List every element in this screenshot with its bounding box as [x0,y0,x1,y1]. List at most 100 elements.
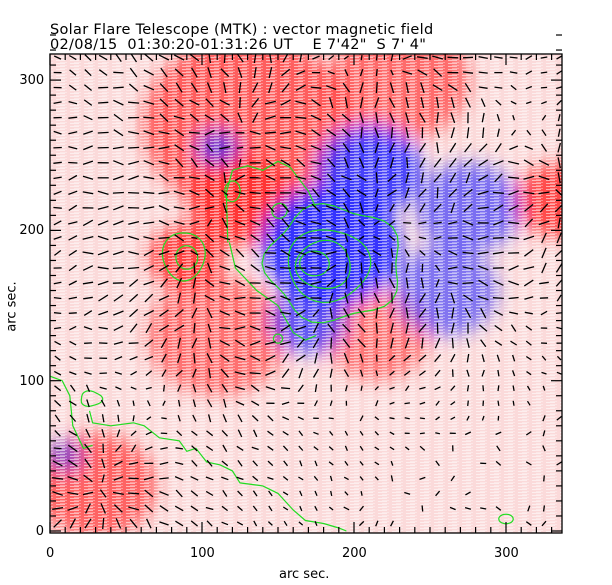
field-vector [158,146,170,150]
field-vector [206,430,214,437]
field-vector [295,309,306,317]
field-vector [102,517,105,530]
field-vector [237,67,243,79]
field-vector [83,130,93,135]
field-vector [360,277,364,289]
field-vector [235,400,245,406]
field-vector [174,129,185,137]
field-vector [144,504,154,513]
field-vector [190,520,199,527]
field-vector [252,505,258,512]
field-vector [234,371,246,376]
field-vector [70,40,76,45]
field-contour [287,229,372,303]
field-vector [52,477,64,480]
field-vector [68,131,78,135]
field-vector [189,144,200,151]
field-vector [542,415,546,422]
field-vector [463,158,473,167]
field-vector [433,203,442,213]
field-vector [463,294,473,302]
field-vector [145,322,153,334]
field-vector [404,491,411,495]
field-vector [325,85,337,91]
field-vector [525,325,533,331]
field-vector [375,520,379,527]
field-vector [161,369,167,377]
field-vector [314,384,318,393]
field-vector [508,160,520,165]
field-vector [280,311,292,315]
field-vector [313,322,319,334]
field-vector [389,386,395,390]
field-vector [555,279,562,287]
field-vector [268,505,273,512]
field-vector [403,354,412,362]
field-vector [266,218,275,228]
field-contour [175,245,199,270]
field-vector [219,146,231,150]
field-vector [146,400,151,407]
field-vector [464,307,472,319]
field-vector [219,99,231,106]
field-vector [54,430,61,437]
field-vector [205,188,215,197]
field-vector [523,175,535,180]
field-vector [482,385,485,392]
field-vector [493,160,504,166]
field-vector [493,220,504,226]
field-vector [158,205,170,211]
field-vector [374,476,379,481]
field-vector [205,248,214,258]
field-vector [97,280,109,286]
field-vector [113,504,123,513]
field-vector [265,386,276,391]
field-vector [374,157,380,169]
field-vector [436,112,439,124]
field-vector [69,371,77,376]
field-vector [418,40,427,45]
field-vector [389,446,395,451]
field-vector [234,220,246,226]
field-vector [234,356,246,361]
field-vector [404,385,410,392]
field-vector [280,99,291,106]
field-vector [389,307,395,319]
field-vector [523,159,534,167]
field-vector [221,429,228,437]
field-vector [223,82,227,94]
field-vector [158,324,170,332]
field-contour [271,202,288,219]
field-vector [249,372,261,375]
field-vector [540,56,548,59]
field-contour [294,239,351,290]
field-vector [190,82,198,93]
field-vector [100,503,106,514]
field-vector [67,459,78,467]
field-vector [68,116,78,119]
field-vector [101,474,105,483]
field-vector [541,100,547,105]
field-vector [419,432,425,435]
field-vector [68,249,78,257]
field-vector [68,190,78,196]
field-vector [481,354,485,363]
field-vector [82,265,94,271]
field-vector [492,237,504,239]
field-vector [97,250,109,256]
field-vector [205,233,215,243]
field-vector [512,385,515,392]
field-vector [159,173,169,182]
field-vector [388,234,396,241]
field-vector [113,220,124,226]
field-vector [85,40,92,45]
field-vector [463,203,473,213]
field-vector [82,175,94,180]
field-vector [418,293,426,303]
field-vector [404,402,410,405]
field-vector [177,292,182,304]
field-vector [189,113,200,122]
field-vector [372,249,382,257]
field-vector [433,173,442,183]
field-contour [80,390,104,407]
